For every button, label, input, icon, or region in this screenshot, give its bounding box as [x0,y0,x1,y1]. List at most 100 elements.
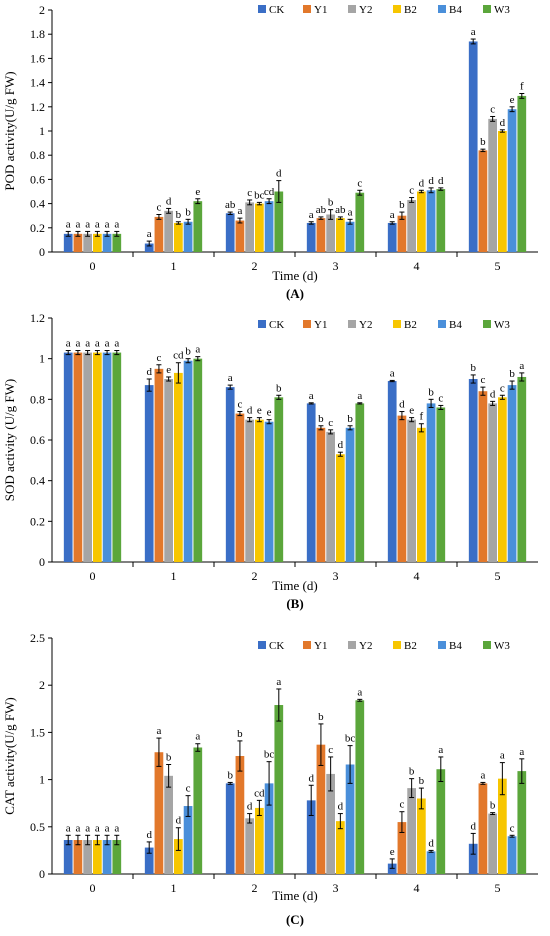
significance-letter: a [519,360,524,372]
bar-CK-day-4 [387,381,397,562]
significance-letter: a [95,338,100,350]
significance-letter: d [338,801,344,813]
bar-B2-day-4 [417,191,426,252]
significance-letter: ab [316,204,327,216]
significance-letter: a [195,344,200,356]
legend-label-Y2: Y2 [359,319,372,331]
significance-letter: b [509,368,515,380]
legend-swatch-B2 [393,5,401,13]
legend-swatch-Y1 [303,5,311,13]
significance-letter: e [257,405,262,417]
bar-W3-day-0 [112,352,122,562]
bar-CK-day-0 [63,352,73,562]
legend-label-B4: B4 [449,319,462,331]
x-tick-label: 2 [252,259,258,273]
bar-Y2-day-3 [326,773,335,874]
bar-Y2-day-5 [488,118,497,253]
legend-swatch-W3 [483,641,491,649]
y-axis-title: CAT activity(U/g FW) [2,697,17,814]
bar-B4-day-1 [183,221,193,252]
y-tick-label: 0.5 [30,820,45,834]
bar-Y1-day-1 [154,216,164,252]
x-tick-label: 4 [414,259,420,273]
significance-letter: d [176,815,182,827]
legend-swatch-Y2 [348,641,356,649]
x-tick-label: 3 [333,259,339,273]
significance-letter: a [105,218,110,230]
significance-letter: c [156,201,161,213]
legend-label-W3: W3 [494,640,510,652]
bar-CK-day-0 [63,840,73,874]
bar-B2-day-1 [174,222,183,252]
bar-Y2-day-4 [407,788,416,874]
bar-CK-day-1 [144,243,154,252]
bar-Y2-day-5 [488,813,497,874]
bar-B4-day-2 [264,201,274,252]
significance-letter: d [470,820,476,832]
significance-letter: b [185,346,191,358]
significance-letter: d [308,772,314,784]
bar-B4-day-0 [102,352,112,562]
legend-label-W3: W3 [494,319,510,331]
bar-Y1-day-4 [397,215,407,252]
y-tick-label: 1.2 [30,100,45,114]
bar-Y2-day-4 [407,199,416,252]
legend-label-CK: CK [269,640,284,652]
bar-Y2-day-1 [164,379,173,562]
panel-label: (B) [286,596,303,611]
bar-W3-day-4 [436,407,446,562]
significance-letter: a [237,205,242,217]
significance-letter: b [347,413,353,425]
significance-letter: a [105,338,110,350]
bar-CK-day-0 [63,233,73,252]
significance-letter: b [227,769,233,781]
significance-letter: a [357,390,362,402]
y-tick-label: 0.8 [30,148,45,162]
significance-letter: c [237,399,242,411]
legend-swatch-CK [258,641,266,649]
bar-B4-day-4 [426,190,436,252]
bar-Y2-day-4 [407,419,416,562]
y-tick-label: 0.4 [30,474,45,488]
significance-letter: a [357,686,362,698]
bar-CK-day-3 [306,800,316,874]
bar-W3-day-1 [193,358,203,562]
legend-swatch-B4 [438,320,446,328]
y-tick-label: 1 [39,124,45,138]
significance-letter: b [318,711,324,723]
bar-B4-day-0 [102,233,112,252]
legend-swatch-W3 [483,320,491,328]
significance-letter: a [66,338,71,350]
legend-swatch-W3 [483,5,491,13]
y-axis-title: POD activity(U/g FW) [2,71,17,190]
bar-Y1-day-5 [478,391,488,562]
legend-label-CK: CK [269,4,284,16]
bar-B4-day-3 [345,427,355,562]
significance-letter: e [195,186,200,198]
significance-letter: a [75,338,80,350]
bar-Y1-day-3 [316,218,326,252]
y-tick-label: 1.4 [30,76,45,90]
bar-CK-day-2 [225,783,235,874]
bar-B2-day-1 [174,372,183,562]
bar-B4-day-1 [183,806,193,874]
x-tick-label: 5 [495,881,501,895]
x-axis-title: Time (d) [272,888,317,903]
bar-Y1-day-3 [316,744,326,874]
bar-CK-day-5 [468,843,478,874]
bar-W3-day-1 [193,201,203,252]
bar-Y2-day-2 [245,202,254,252]
significance-letter: d [146,829,152,841]
bar-B4-day-1 [183,360,193,562]
bar-B4-day-0 [102,840,112,874]
significance-letter: d [247,405,253,417]
bar-B2-day-0 [93,840,102,874]
legend-swatch-Y2 [348,320,356,328]
bar-B4-day-2 [264,421,274,562]
significance-letter: d [146,366,152,378]
bar-CK-day-3 [306,222,316,252]
significance-letter: a [105,822,110,834]
y-tick-label: 2 [39,3,45,17]
bar-Y2-day-1 [164,210,173,252]
significance-letter: a [390,209,395,221]
